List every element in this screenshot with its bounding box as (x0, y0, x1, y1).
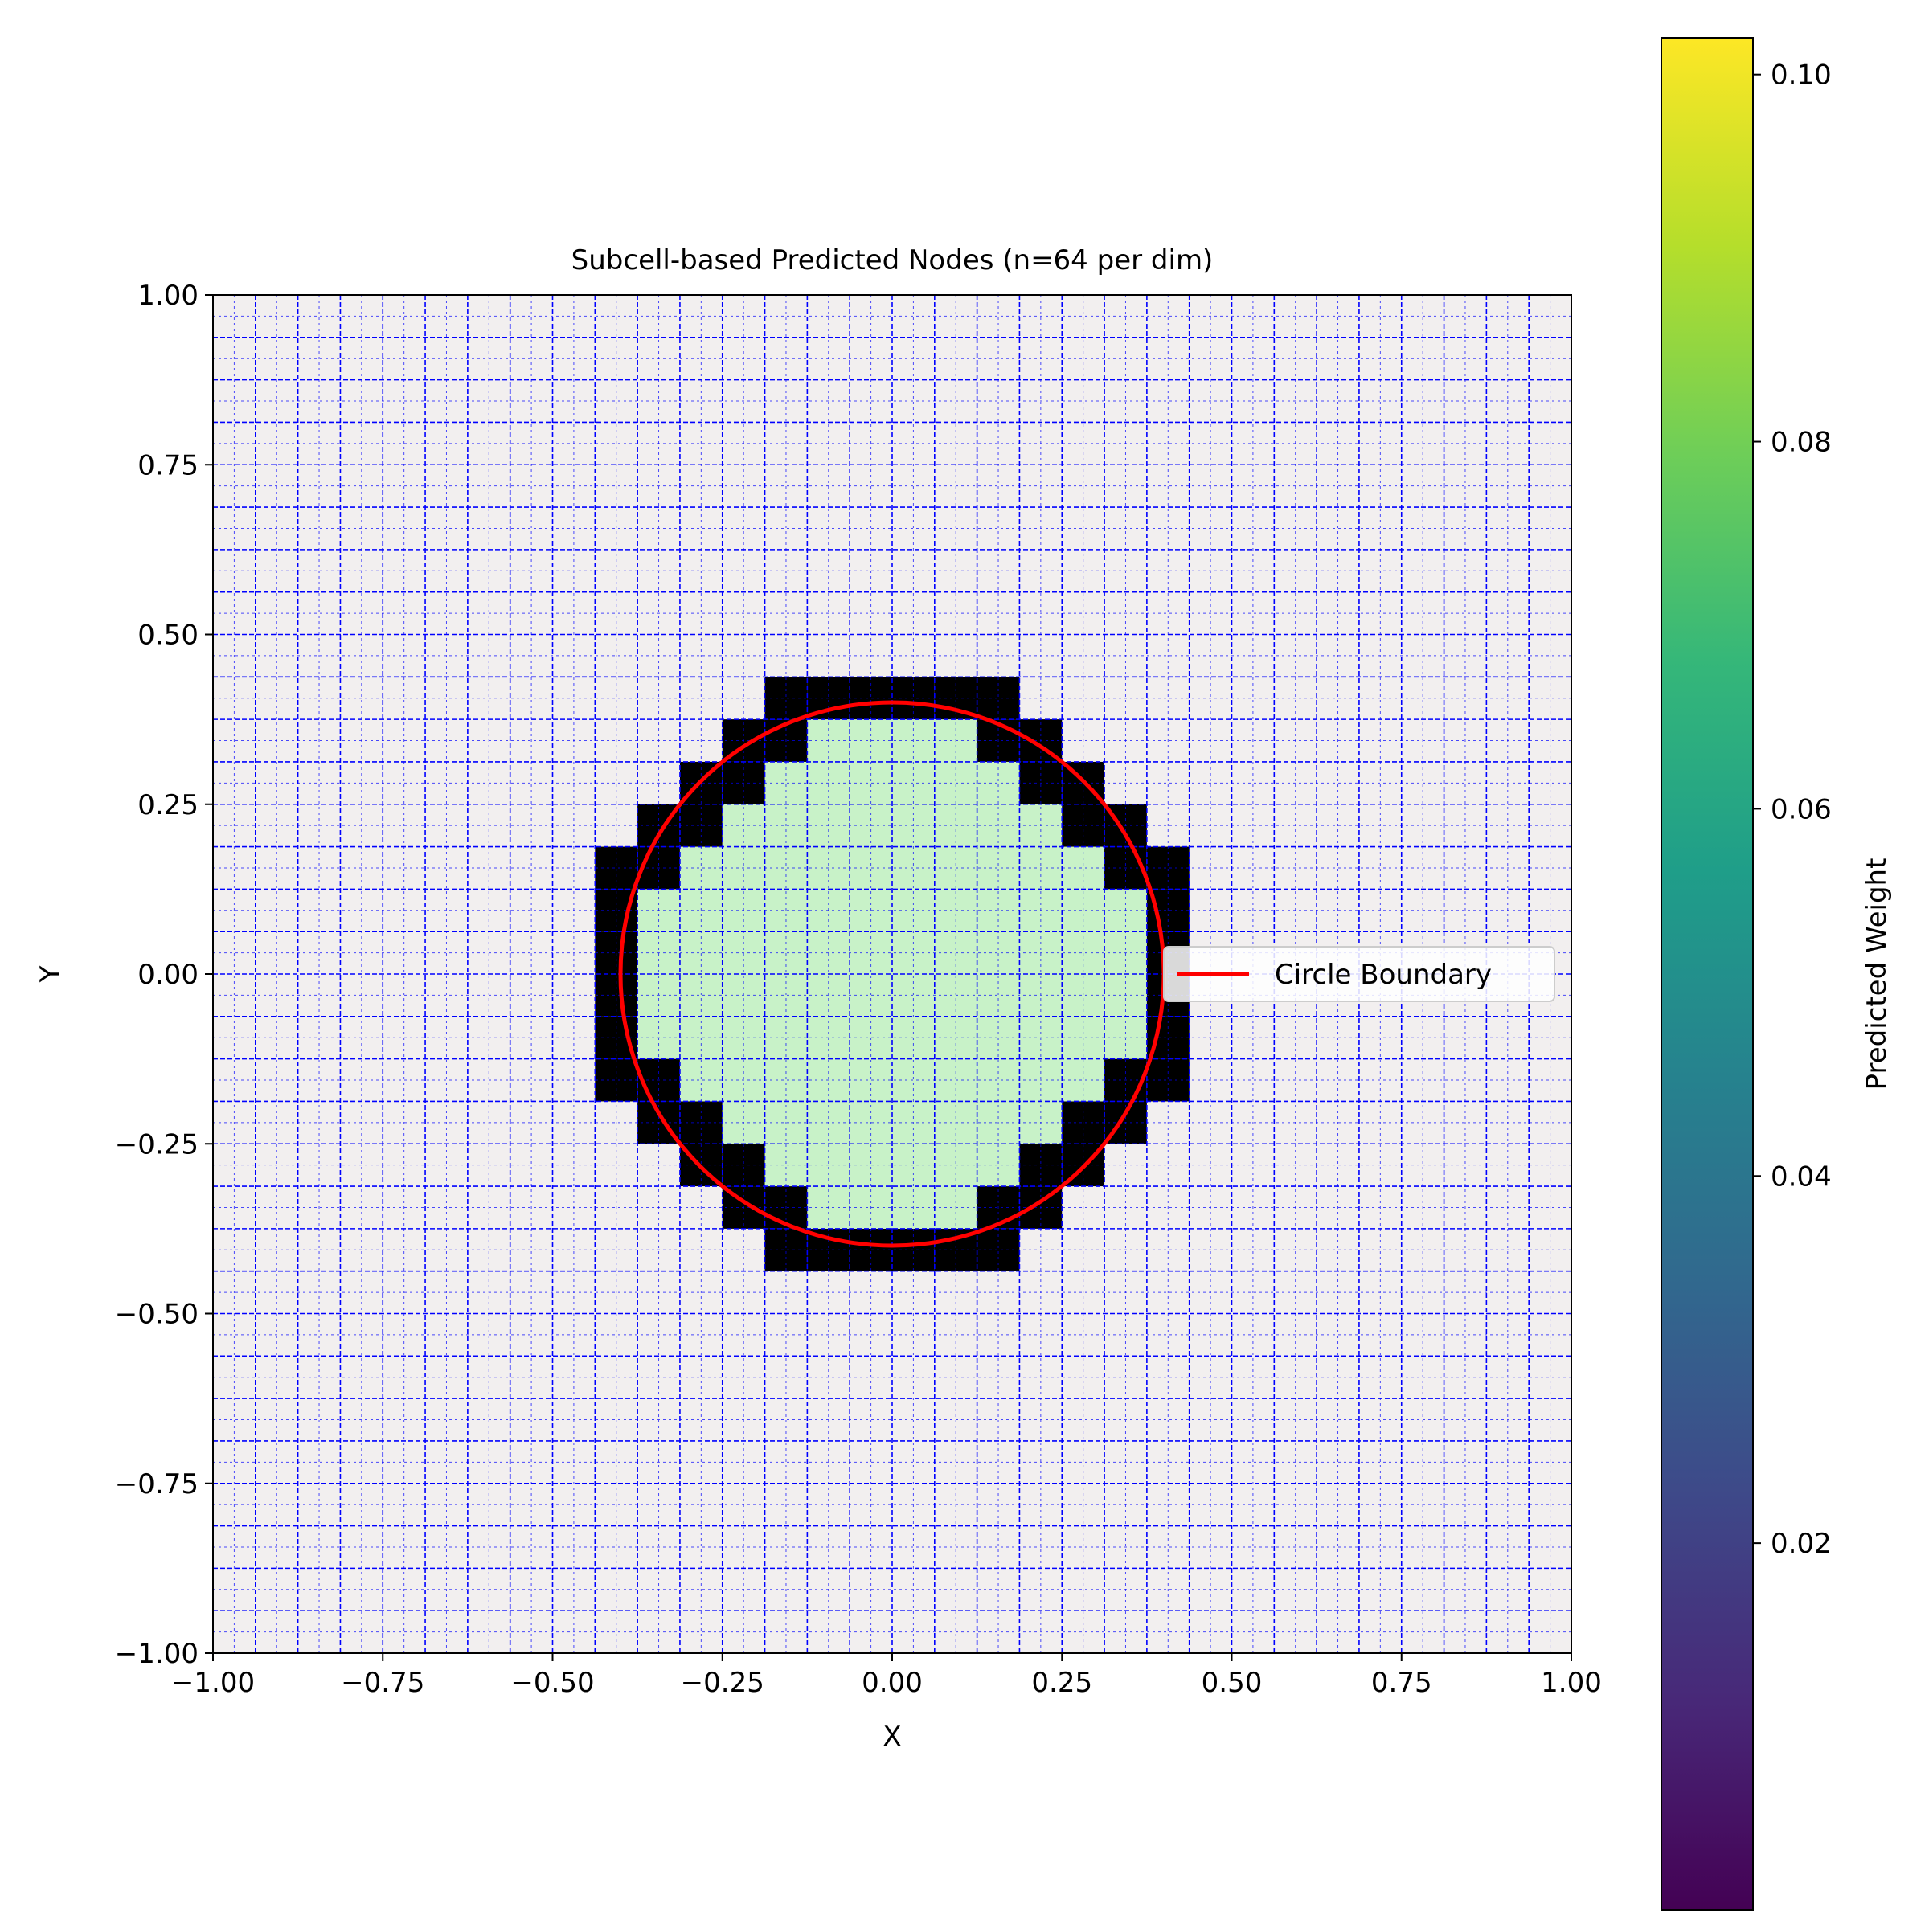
y-tick-label: −0.75 (115, 1468, 199, 1500)
x-tick-label: 0.75 (1371, 1667, 1432, 1699)
y-tick-label: 0.75 (137, 449, 199, 481)
x-axis-label: X (883, 1721, 901, 1753)
y-tick-label: −0.25 (115, 1128, 199, 1160)
y-tick-label: 0.00 (137, 959, 199, 991)
grid-layer (213, 295, 1571, 1653)
x-tick-label: 0.50 (1202, 1667, 1263, 1699)
y-axis: −1.00 −0.75 −0.50 −0.25 0.00 0.25 0.50 0.75 1.00 (115, 280, 213, 1670)
colorbar-tick-label: 0.06 (1771, 793, 1832, 825)
colorbar-tick-label: 0.08 (1771, 427, 1832, 459)
x-axis: −1.00 −0.75 −0.50 −0.25 0.00 0.25 0.50 0.75 1.00 (171, 1653, 1602, 1699)
legend: Circle Boundary (1163, 946, 1555, 1002)
y-tick-label: 0.50 (137, 620, 199, 652)
y-axis-label: Y (35, 965, 67, 983)
legend-label: Circle Boundary (1275, 959, 1492, 991)
x-tick-label: −0.75 (341, 1667, 424, 1699)
colorbar-tick-label: 0.04 (1771, 1160, 1832, 1193)
colorbar-tick-label: 0.02 (1771, 1528, 1832, 1560)
legend-box (1163, 946, 1555, 1002)
colorbar-label: Predicted Weight (1861, 858, 1893, 1091)
colorbar-gradient (1661, 37, 1754, 1911)
x-tick-label: 0.25 (1031, 1667, 1092, 1699)
colorbar: 0.02 0.04 0.06 0.08 0.10 Predicted Weight (1661, 37, 1893, 1911)
y-tick-label: 1.00 (137, 280, 199, 312)
x-tick-label: 0.00 (862, 1667, 923, 1699)
colorbar-ticks: 0.02 0.04 0.06 0.08 0.10 (1753, 59, 1832, 1560)
y-tick-label: −1.00 (115, 1638, 199, 1670)
x-tick-label: −0.50 (510, 1667, 594, 1699)
x-tick-label: −1.00 (171, 1667, 255, 1699)
chart-title: Subcell-based Predicted Nodes (n=64 per … (571, 244, 1214, 276)
y-tick-label: −0.50 (115, 1299, 199, 1331)
colorbar-tick-label: 0.10 (1771, 59, 1832, 92)
y-tick-label: 0.25 (137, 789, 199, 821)
x-tick-label: 1.00 (1541, 1667, 1602, 1699)
x-tick-label: −0.25 (681, 1667, 764, 1699)
